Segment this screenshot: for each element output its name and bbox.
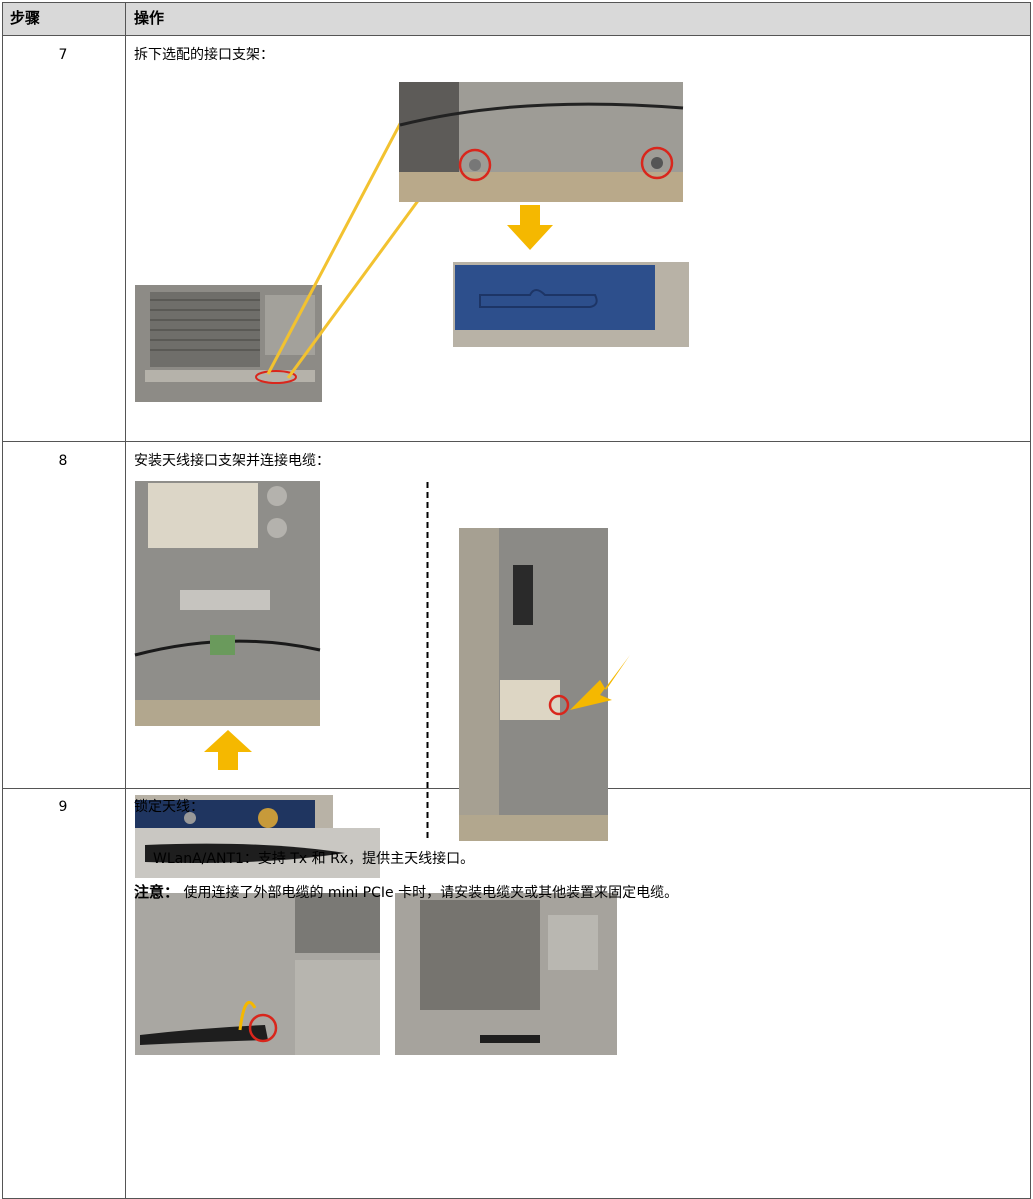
header-cell: 步骤 [10, 9, 41, 27]
photo-blank-plate [453, 262, 689, 347]
header-bg [2, 2, 1031, 35]
step-text: 拆下选配的接口支架： [134, 47, 274, 63]
step-number: 9 [58, 799, 68, 815]
arrow-down [507, 205, 553, 250]
photo-bracket-closeup [399, 82, 684, 202]
note: 注意： 使用连接了外部电缆的 mini PCIe 卡时，请安装电缆夹或其他装置来… [134, 883, 678, 902]
callout-lines [266, 85, 422, 379]
step-text: 安装天线接口支架并连接电缆： [134, 453, 330, 469]
step-text: 锁定天线： [134, 799, 204, 815]
note-label: 注意： [134, 883, 180, 901]
note-text: 使用连接了外部电缆的 mini PCIe 卡时，请安装电缆夹或其他装置来固定电缆… [183, 885, 679, 901]
step-number: 7 [58, 47, 68, 63]
arrow-up [204, 730, 252, 770]
photo-antenna-mounted [135, 893, 380, 1055]
header-cell: 操作 [134, 9, 165, 27]
caption: WLanA/ANT1：支持 Tx 和 Rx，提供主天线接口。 [153, 851, 475, 867]
photo-panel-overview [135, 285, 322, 402]
photo-board-left [134, 481, 321, 726]
step-number: 8 [58, 453, 68, 469]
photo-board-right [459, 528, 630, 841]
photo-antenna [135, 828, 380, 878]
photo-panel-back [395, 893, 617, 1055]
